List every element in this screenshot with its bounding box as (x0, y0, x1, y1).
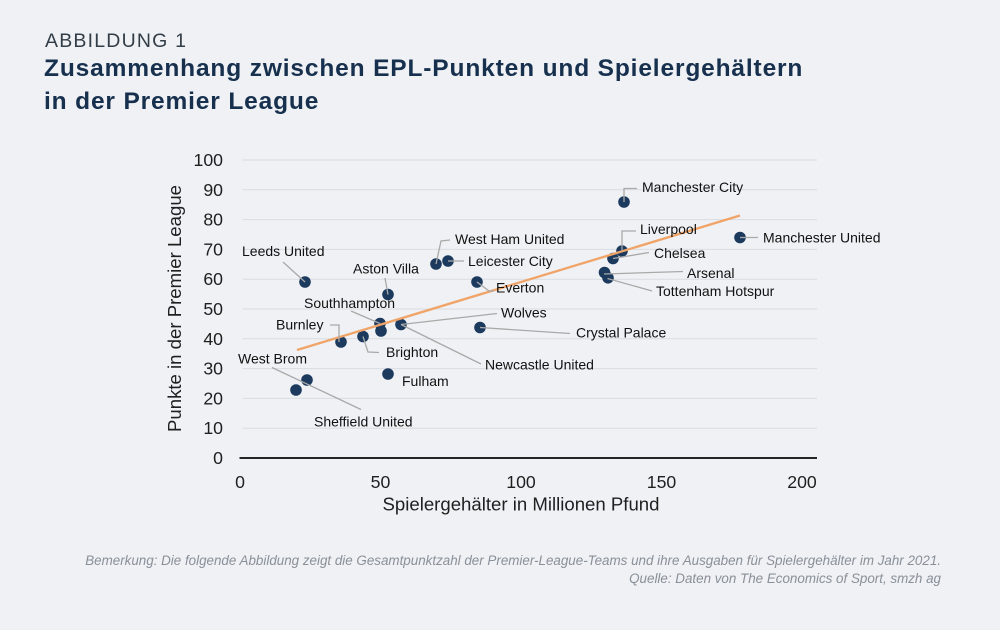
svg-text:Punkte in der Premier League: Punkte in der Premier League (164, 185, 185, 432)
svg-text:Manchester City: Manchester City (642, 179, 743, 195)
svg-text:Sheffield United: Sheffield United (314, 414, 413, 430)
svg-text:Tottenham Hotspur: Tottenham Hotspur (656, 283, 775, 299)
svg-text:Burnley: Burnley (276, 317, 323, 333)
svg-text:Leeds United: Leeds United (242, 243, 325, 259)
svg-text:0: 0 (235, 472, 245, 492)
svg-text:100: 100 (193, 150, 223, 170)
svg-text:40: 40 (203, 329, 223, 349)
svg-text:50: 50 (371, 472, 391, 492)
svg-text:0: 0 (213, 448, 223, 468)
svg-text:10: 10 (203, 418, 223, 438)
svg-text:Wolves: Wolves (501, 305, 547, 321)
svg-text:Chelsea: Chelsea (654, 245, 706, 261)
svg-text:Arsenal: Arsenal (687, 265, 734, 281)
svg-text:Leicester City: Leicester City (468, 253, 553, 269)
svg-text:Everton: Everton (496, 280, 544, 296)
svg-text:150: 150 (647, 472, 677, 492)
svg-text:Fulham: Fulham (402, 373, 449, 389)
svg-text:20: 20 (203, 388, 223, 408)
svg-text:100: 100 (506, 472, 536, 492)
svg-text:50: 50 (203, 299, 223, 319)
svg-text:Liverpool: Liverpool (640, 221, 697, 237)
svg-text:Spielergehälter in Millionen P: Spielergehälter in Millionen Pfund (382, 494, 659, 515)
svg-text:90: 90 (203, 180, 223, 200)
svg-text:Aston Villa: Aston Villa (353, 261, 419, 277)
svg-text:80: 80 (203, 210, 223, 230)
svg-text:30: 30 (203, 359, 223, 379)
svg-text:Newcastle United: Newcastle United (485, 357, 594, 373)
svg-text:West Brom: West Brom (238, 351, 307, 367)
svg-text:Brighton: Brighton (386, 344, 438, 360)
svg-text:Southhampton: Southhampton (304, 295, 395, 311)
svg-text:70: 70 (203, 239, 223, 259)
svg-text:Crystal Palace: Crystal Palace (576, 325, 666, 341)
svg-text:200: 200 (787, 472, 817, 492)
svg-text:Manchester United: Manchester United (763, 230, 881, 246)
svg-text:West Ham United: West Ham United (455, 231, 564, 247)
svg-text:60: 60 (203, 269, 223, 289)
